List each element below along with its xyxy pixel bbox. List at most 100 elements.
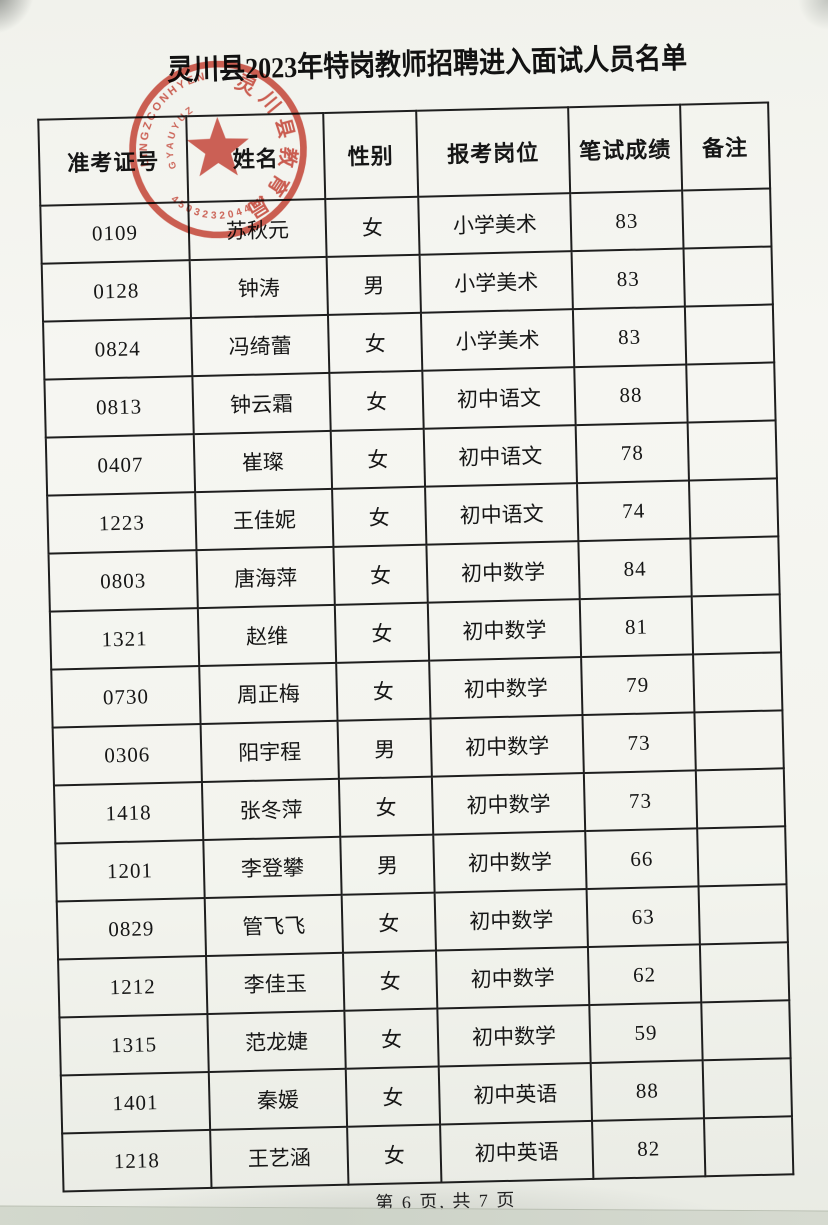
cell-position: 初中数学 — [433, 831, 587, 893]
cell-gender: 女 — [336, 660, 431, 721]
cell-exam-number: 1315 — [59, 1013, 209, 1076]
svg-text:GYAUYUZ: GYAUYUZ — [164, 103, 199, 170]
cell-gender: 女 — [345, 1066, 441, 1127]
seal-latin-inner-text: GYAUYUZ — [164, 103, 199, 170]
cell-name: 秦媛 — [208, 1068, 348, 1130]
cell-score: 59 — [589, 1002, 703, 1063]
cell-remark — [687, 420, 777, 481]
cell-score: 82 — [592, 1118, 706, 1179]
cell-exam-number: 1218 — [62, 1129, 212, 1192]
cell-remark — [703, 1116, 794, 1177]
cell-gender: 女 — [342, 950, 438, 1011]
cell-exam-number: 0128 — [41, 260, 192, 322]
cell-score: 88 — [574, 364, 688, 426]
official-seal-stamp: LINGZCONHYEN GYAUYUZ 灵川县教育局 450323204494 — [129, 60, 307, 239]
cell-remark — [693, 652, 783, 713]
cell-name: 崔璨 — [193, 430, 333, 493]
cell-exam-number: 1321 — [49, 608, 200, 670]
cell-score: 83 — [570, 190, 684, 252]
cell-position: 初中数学 — [429, 657, 583, 719]
cell-name: 钟云霜 — [192, 372, 331, 435]
cell-exam-number: 1201 — [55, 840, 205, 902]
cell-remark — [698, 884, 788, 945]
cell-name: 范龙婕 — [207, 1010, 346, 1072]
cell-position: 初中语文 — [423, 425, 577, 487]
cell-name: 唐海萍 — [196, 546, 335, 609]
cell-name: 王艺涵 — [210, 1126, 349, 1188]
cell-exam-number: 0730 — [51, 666, 201, 728]
cell-exam-number: 0306 — [52, 724, 202, 786]
cell-remark — [686, 362, 776, 423]
cell-exam-number: 0824 — [43, 318, 193, 380]
cell-remark — [701, 1000, 791, 1061]
cell-exam-number: 1401 — [60, 1071, 211, 1134]
cell-name: 王佳妮 — [195, 488, 334, 551]
cell-score: 73 — [583, 770, 698, 832]
cell-name: 张冬萍 — [201, 778, 341, 841]
cell-exam-number: 0829 — [56, 898, 207, 960]
cell-gender: 女 — [329, 370, 424, 431]
cell-score: 83 — [572, 306, 687, 368]
cell-remark — [688, 478, 779, 539]
cell-score: 63 — [586, 886, 700, 947]
cell-score: 84 — [578, 538, 692, 600]
cell-gender: 男 — [326, 254, 421, 315]
cell-remark — [683, 246, 773, 307]
cell-name: 管飞飞 — [204, 894, 343, 956]
cell-gender: 女 — [325, 196, 420, 257]
cell-position: 初中数学 — [427, 599, 582, 661]
cell-position: 初中语文 — [422, 367, 576, 429]
cell-position: 初中数学 — [431, 773, 586, 835]
cell-position: 小学美术 — [420, 309, 575, 371]
cell-remark — [682, 188, 772, 249]
table-body: 0109 苏秋元女小学美术 83 0128 钟涛男小学美术 83 0824 冯绮蕾女小学美术 8… — [40, 188, 794, 1192]
cell-remark — [699, 942, 790, 1003]
column-header: 笔试成绩 — [568, 104, 683, 194]
cell-remark — [690, 536, 780, 597]
cell-gender: 女 — [334, 602, 430, 663]
cell-position: 初中数学 — [435, 946, 590, 1009]
cell-gender: 女 — [332, 486, 427, 547]
cell-exam-number: 1212 — [58, 955, 208, 1018]
cell-gender: 女 — [330, 428, 426, 489]
cell-name: 李登攀 — [203, 836, 342, 899]
cell-name: 李佳玉 — [206, 952, 345, 1014]
cell-exam-number: 0813 — [44, 376, 194, 438]
cell-remark — [695, 768, 786, 829]
cell-score: 79 — [581, 654, 695, 716]
cell-gender: 男 — [337, 718, 432, 779]
cell-position: 初中数学 — [434, 889, 588, 951]
cell-gender: 女 — [333, 544, 428, 605]
cell-remark — [694, 710, 784, 771]
cell-position: 初中语文 — [425, 483, 579, 545]
candidates-table: 准考证号 姓名 性别 报考岗位 笔试成绩 备注 0109 苏秋元女小学美术 83 0128 钟涛男… — [37, 101, 794, 1192]
cell-gender: 男 — [340, 834, 435, 895]
cell-position: 小学美术 — [419, 251, 573, 313]
cell-score: 74 — [576, 480, 691, 542]
cell-name: 周正梅 — [199, 662, 338, 725]
cell-score: 78 — [575, 422, 689, 484]
cell-exam-number: 1223 — [47, 492, 197, 554]
cell-score: 73 — [582, 712, 696, 774]
cell-name: 冯绮蕾 — [191, 314, 330, 377]
column-header: 报考岗位 — [416, 107, 571, 197]
cell-score: 88 — [590, 1060, 704, 1121]
cell-score: 83 — [571, 248, 685, 310]
cell-name: 钟涛 — [189, 256, 328, 319]
cell-name: 赵维 — [197, 604, 337, 667]
column-header: 性别 — [323, 110, 419, 199]
cell-remark — [684, 304, 775, 365]
cell-gender: 女 — [338, 776, 434, 837]
cell-exam-number: 1418 — [53, 782, 204, 844]
cell-position: 初中数学 — [437, 1004, 591, 1067]
cell-gender: 女 — [347, 1124, 442, 1185]
seal-star-icon — [186, 116, 249, 177]
cell-remark — [697, 826, 787, 887]
cell-position: 初中数学 — [430, 715, 584, 777]
cell-score: 81 — [579, 596, 694, 658]
seal-ring — [129, 60, 307, 239]
cell-gender: 女 — [327, 312, 423, 373]
cell-position: 初中英语 — [438, 1062, 593, 1125]
cell-name: 阳宇程 — [200, 720, 339, 783]
